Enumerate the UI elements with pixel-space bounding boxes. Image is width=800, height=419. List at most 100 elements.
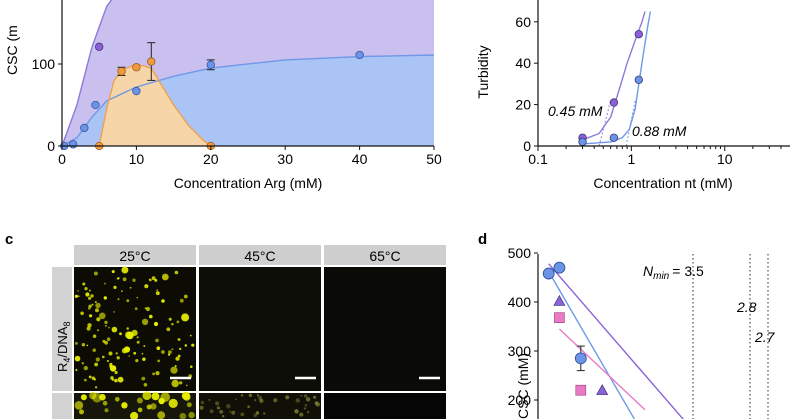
y-tick-label: 40 bbox=[515, 55, 531, 71]
droplet bbox=[84, 287, 88, 291]
y-tick-label: 400 bbox=[508, 294, 532, 310]
droplet bbox=[315, 402, 321, 407]
micrograph-45c bbox=[199, 267, 321, 391]
droplet bbox=[155, 338, 159, 343]
panel-a-tick-labels: 0 10 20 30 40 50 0 100 bbox=[32, 56, 442, 167]
droplet bbox=[316, 404, 318, 407]
orange-region bbox=[99, 64, 211, 146]
droplet bbox=[161, 350, 165, 354]
x-tick-label: 10 bbox=[717, 151, 733, 167]
panel-a-y-axis-label: CSC (m bbox=[4, 25, 20, 75]
droplet bbox=[177, 338, 181, 341]
droplet bbox=[307, 410, 310, 413]
droplet bbox=[88, 296, 92, 300]
droplet bbox=[183, 393, 191, 401]
x-tick-label: 30 bbox=[277, 151, 293, 167]
droplet bbox=[153, 321, 159, 327]
droplet bbox=[219, 410, 224, 414]
blue-data-point bbox=[69, 140, 78, 149]
droplet bbox=[144, 307, 147, 310]
x-tick-label: 20 bbox=[203, 151, 219, 167]
droplet bbox=[99, 312, 106, 320]
droplet bbox=[235, 398, 237, 401]
droplet bbox=[85, 292, 90, 297]
panel-d-chart: d 200 300 400 500 CSC (mM) Nmin = 3.5 2.8 2.… bbox=[478, 231, 776, 419]
droplet bbox=[177, 354, 181, 358]
blue-data-point bbox=[91, 100, 100, 110]
micrograph-row2-droplets bbox=[74, 391, 321, 419]
droplet bbox=[124, 331, 132, 339]
blue-fit-line bbox=[548, 271, 636, 419]
droplet bbox=[116, 356, 120, 360]
droplet bbox=[188, 411, 195, 419]
droplet bbox=[84, 378, 87, 382]
panel-b-annotation-0-45: 0.45 mM bbox=[548, 103, 603, 119]
panel-b-tick-labels: 0.1 1 10 0 20 40 60 bbox=[515, 14, 732, 167]
droplet bbox=[106, 360, 109, 362]
droplet bbox=[123, 346, 131, 353]
droplet bbox=[184, 344, 187, 347]
droplet bbox=[191, 343, 195, 347]
droplet bbox=[102, 400, 108, 406]
droplet bbox=[131, 329, 138, 336]
droplet bbox=[103, 296, 108, 300]
droplet bbox=[94, 301, 97, 304]
droplet bbox=[295, 398, 300, 403]
droplet bbox=[106, 337, 111, 342]
droplet bbox=[122, 277, 127, 282]
header-45c: 45°C bbox=[244, 248, 275, 264]
droplet bbox=[115, 397, 120, 402]
droplet bbox=[136, 336, 139, 339]
droplet bbox=[121, 266, 129, 274]
droplet bbox=[253, 413, 257, 418]
droplet bbox=[254, 399, 257, 402]
droplet bbox=[273, 398, 278, 403]
droplet bbox=[143, 345, 146, 347]
droplet bbox=[171, 323, 174, 326]
droplet bbox=[263, 412, 266, 415]
panel-a-data-points bbox=[60, 42, 364, 151]
droplet bbox=[185, 384, 188, 387]
droplet bbox=[94, 362, 98, 367]
droplet bbox=[168, 350, 172, 354]
blue-data-point bbox=[578, 137, 587, 147]
droplet bbox=[78, 295, 80, 298]
droplet bbox=[75, 369, 78, 371]
droplet bbox=[199, 405, 204, 410]
droplet bbox=[94, 386, 98, 389]
droplet bbox=[171, 348, 174, 351]
droplet bbox=[97, 329, 99, 332]
droplet bbox=[151, 276, 156, 281]
droplet bbox=[108, 326, 110, 329]
droplet bbox=[303, 407, 306, 410]
droplet bbox=[92, 348, 96, 352]
droplet bbox=[75, 342, 78, 345]
x-tick-label: 0 bbox=[58, 151, 66, 167]
droplet bbox=[136, 397, 143, 404]
droplet bbox=[121, 290, 123, 292]
droplet bbox=[87, 323, 92, 328]
droplet bbox=[128, 355, 130, 357]
droplet bbox=[82, 282, 86, 286]
x-tick-label: 10 bbox=[129, 151, 145, 167]
droplet bbox=[179, 347, 182, 351]
x-tick-label: 0.1 bbox=[528, 151, 548, 167]
droplet bbox=[74, 355, 81, 362]
header-65c-bg bbox=[324, 245, 446, 265]
droplet bbox=[135, 359, 139, 363]
droplet bbox=[81, 362, 85, 365]
header-25c: 25°C bbox=[119, 248, 150, 264]
row-label-strip bbox=[52, 267, 72, 391]
pink-fit-line bbox=[558, 328, 646, 411]
panel-b-y-axis-label: Turbidity bbox=[475, 45, 491, 98]
droplet bbox=[200, 400, 205, 405]
panel-d-label: d bbox=[478, 231, 487, 248]
droplet bbox=[104, 408, 109, 413]
purple-data-point bbox=[95, 42, 104, 51]
droplet bbox=[168, 353, 171, 356]
droplet bbox=[157, 411, 166, 419]
droplet bbox=[166, 327, 171, 332]
droplet bbox=[114, 370, 118, 375]
triangle-data-point bbox=[596, 384, 609, 395]
